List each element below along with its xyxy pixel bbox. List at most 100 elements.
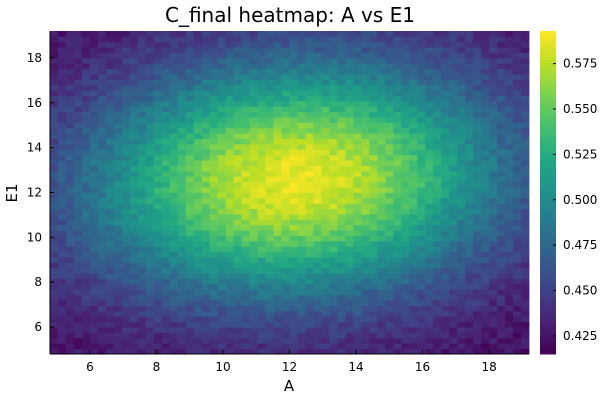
heatmap-cell [433, 251, 442, 258]
heatmap-cell [89, 106, 99, 113]
heatmap-cell [513, 219, 522, 226]
heatmap-cell [57, 138, 67, 145]
heatmap-cell [401, 208, 410, 215]
heatmap-cell [481, 208, 490, 215]
heatmap-cell [50, 36, 59, 43]
heatmap-cell [209, 305, 219, 312]
heatmap-cell [385, 192, 394, 199]
heatmap-cell [209, 219, 219, 226]
heatmap-cell [209, 74, 219, 80]
heatmap-cell [393, 31, 402, 37]
heatmap-cell [497, 154, 506, 161]
heatmap-cell [201, 165, 211, 172]
heatmap-cell [169, 90, 179, 96]
heatmap-cell [201, 240, 211, 247]
heatmap-cell [257, 300, 266, 306]
heatmap-cell [105, 149, 115, 156]
heatmap-cell [145, 305, 155, 312]
colorbar-segment [540, 282, 556, 287]
heatmap-cell [209, 230, 219, 236]
heatmap-cell [177, 57, 187, 64]
heatmap-cell [257, 133, 266, 140]
heatmap-cell [153, 327, 163, 333]
heatmap-cell [57, 246, 67, 253]
heatmap-cell [425, 170, 434, 177]
heatmap-cell [441, 133, 450, 140]
heatmap-cell [489, 284, 498, 290]
heatmap-cell [473, 230, 482, 236]
heatmap-cell [481, 95, 490, 102]
heatmap-cell [137, 267, 147, 274]
heatmap-cell [489, 47, 498, 53]
colorbar-segment [540, 79, 556, 84]
heatmap-cell [369, 305, 378, 312]
heatmap-cell [273, 289, 282, 296]
heatmap-cell [257, 257, 266, 263]
heatmap-cell [153, 289, 163, 296]
heatmap-cell [217, 122, 227, 129]
heatmap-cell [433, 348, 442, 355]
heatmap-cell [97, 316, 107, 323]
heatmap-cell [305, 246, 314, 253]
heatmap-cell [113, 133, 123, 140]
heatmap-cell [73, 251, 83, 258]
heatmap-cell [425, 144, 434, 150]
heatmap-cell [473, 84, 482, 91]
heatmap-cell [241, 192, 250, 199]
heatmap-cell [409, 278, 418, 285]
heatmap-cell [409, 316, 418, 323]
heatmap-cell [201, 154, 211, 161]
heatmap-cell [305, 138, 314, 145]
heatmap-cell [377, 176, 386, 183]
heatmap-cell [65, 154, 75, 161]
x-tick-label: 14 [348, 360, 363, 374]
heatmap-cell [153, 310, 163, 317]
heatmap-cell [449, 332, 458, 339]
heatmap-cell [513, 63, 522, 70]
heatmap-cell [481, 262, 490, 269]
heatmap-cell [361, 203, 370, 210]
heatmap-cell [153, 337, 163, 344]
heatmap-cell [201, 149, 211, 156]
heatmap-cell [361, 224, 370, 231]
heatmap-cell [145, 284, 155, 290]
heatmap-cell [289, 224, 298, 231]
heatmap-cell [113, 278, 123, 285]
heatmap-cell [89, 63, 99, 70]
heatmap-cell [50, 284, 59, 290]
heatmap-cell [249, 192, 258, 199]
heatmap-cell [153, 57, 163, 64]
colorbar-segment [540, 92, 556, 97]
heatmap-cell [489, 321, 498, 328]
heatmap-cell [401, 122, 410, 129]
heatmap-cell [241, 294, 250, 301]
heatmap-cell [489, 192, 498, 199]
heatmap-cell [193, 63, 203, 70]
heatmap-cell [121, 257, 131, 263]
heatmap-cell [369, 235, 378, 242]
heatmap-cell [129, 246, 139, 253]
heatmap-cell [273, 52, 282, 59]
heatmap-cell [337, 165, 346, 172]
heatmap-cell [433, 160, 442, 166]
heatmap-cell [409, 68, 418, 75]
heatmap-cell [209, 192, 219, 199]
heatmap-cell [513, 327, 522, 333]
heatmap-cell [377, 197, 386, 204]
heatmap-cell [89, 337, 99, 344]
heatmap-cell [305, 332, 314, 339]
heatmap-cell [449, 52, 458, 59]
heatmap-cell [105, 208, 115, 215]
colorbar-segment [540, 160, 556, 164]
heatmap-cell [361, 111, 370, 118]
heatmap-cell [113, 240, 123, 247]
heatmap-cell [393, 154, 402, 161]
heatmap-cell [265, 224, 274, 231]
heatmap-cell [81, 95, 91, 102]
heatmap-cell [105, 289, 115, 296]
heatmap-cell [361, 197, 370, 204]
heatmap-cell [177, 197, 187, 204]
heatmap-cell [273, 203, 282, 210]
heatmap-cell [137, 36, 147, 43]
heatmap-cell [337, 197, 346, 204]
